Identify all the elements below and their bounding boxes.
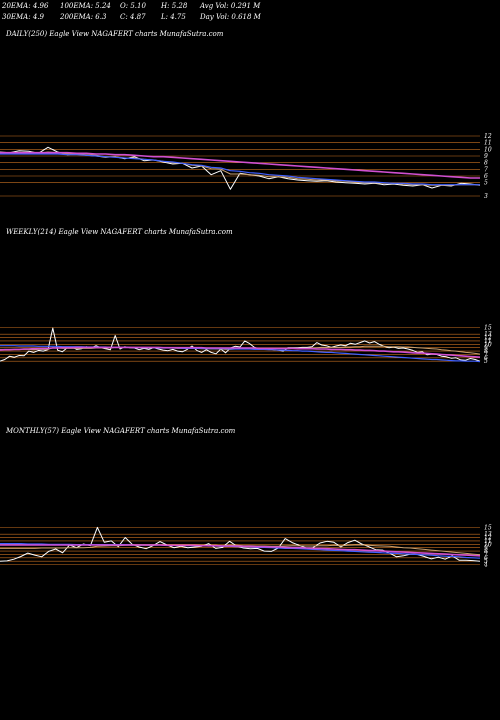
- y-tick-label-15: 15: [484, 324, 492, 331]
- y-tick-label-9: 9: [484, 345, 488, 352]
- y-tick-label-13: 13: [484, 531, 492, 538]
- y-tick-label-7: 7: [484, 551, 488, 558]
- series-ema_short-line: [0, 151, 480, 186]
- series-ema_long-line: [0, 544, 481, 557]
- y-tick-label-8: 8: [484, 348, 488, 355]
- y-tick-label-7: 7: [484, 351, 488, 358]
- y-tick-label-9: 9: [484, 545, 488, 552]
- y-tick-label-10: 10: [484, 146, 492, 153]
- stat-open: O: 5.10: [120, 2, 146, 10]
- series-price-line: [0, 327, 481, 362]
- y-tick-label-10: 10: [484, 341, 492, 348]
- y-tick-label-6: 6: [484, 555, 488, 562]
- y-tick-label-12: 12: [484, 133, 492, 140]
- y-tick-label-6: 6: [484, 173, 488, 180]
- monthly-chart-title: MONTHLY(57) Eagle View NAGAFERT charts M…: [6, 427, 236, 435]
- y-tick-label-8: 8: [484, 548, 488, 555]
- stat-30ema: 30EMA: 4.9: [2, 13, 44, 21]
- stat-20ema: 20EMA: 4.96: [2, 2, 49, 10]
- y-tick-label-9: 9: [484, 153, 488, 160]
- y-tick-label-6: 6: [484, 355, 488, 362]
- stat-avg-vol: Avg Vol: 0.291 M: [200, 2, 261, 10]
- y-tick-label-13: 13: [484, 331, 492, 338]
- y-tick-label-5: 5: [484, 180, 488, 187]
- y-tick-label-5: 5: [484, 358, 488, 365]
- y-tick-label-12: 12: [484, 535, 492, 542]
- stat-200ema: 200EMA: 6.3: [60, 13, 107, 21]
- y-tick-label-3: 3: [484, 193, 488, 200]
- y-tick-label-4: 4: [483, 562, 488, 569]
- y-tick-label-11: 11: [484, 140, 492, 147]
- series-ema_long-line: [0, 151, 480, 179]
- y-tick-label-11: 11: [484, 338, 492, 345]
- series-ema_long-line: [0, 346, 481, 358]
- stat-100ema: 100EMA: 5.24: [60, 2, 111, 10]
- y-tick-label-12: 12: [484, 335, 492, 342]
- y-tick-label-10: 10: [484, 541, 492, 548]
- y-tick-label-7: 7: [484, 166, 488, 173]
- stat-high: H: 5.28: [161, 2, 188, 10]
- weekly-chart-title: WEEKLY(214) Eagle View NAGAFERT charts M…: [6, 228, 233, 236]
- y-tick-label-5: 5: [484, 558, 488, 565]
- stat-day-vol: Day Vol: 0.618 M: [200, 13, 261, 21]
- daily-chart-title: DAILY(250) Eagle View NAGAFERT charts Mu…: [6, 30, 224, 38]
- y-tick-label-8: 8: [484, 160, 488, 167]
- stat-low: L: 4.75: [161, 13, 186, 21]
- y-tick-label-15: 15: [484, 524, 492, 531]
- series-ema_mid-line: [0, 153, 480, 186]
- stat-close: C: 4.87: [120, 13, 146, 21]
- y-tick-label-11: 11: [484, 538, 492, 545]
